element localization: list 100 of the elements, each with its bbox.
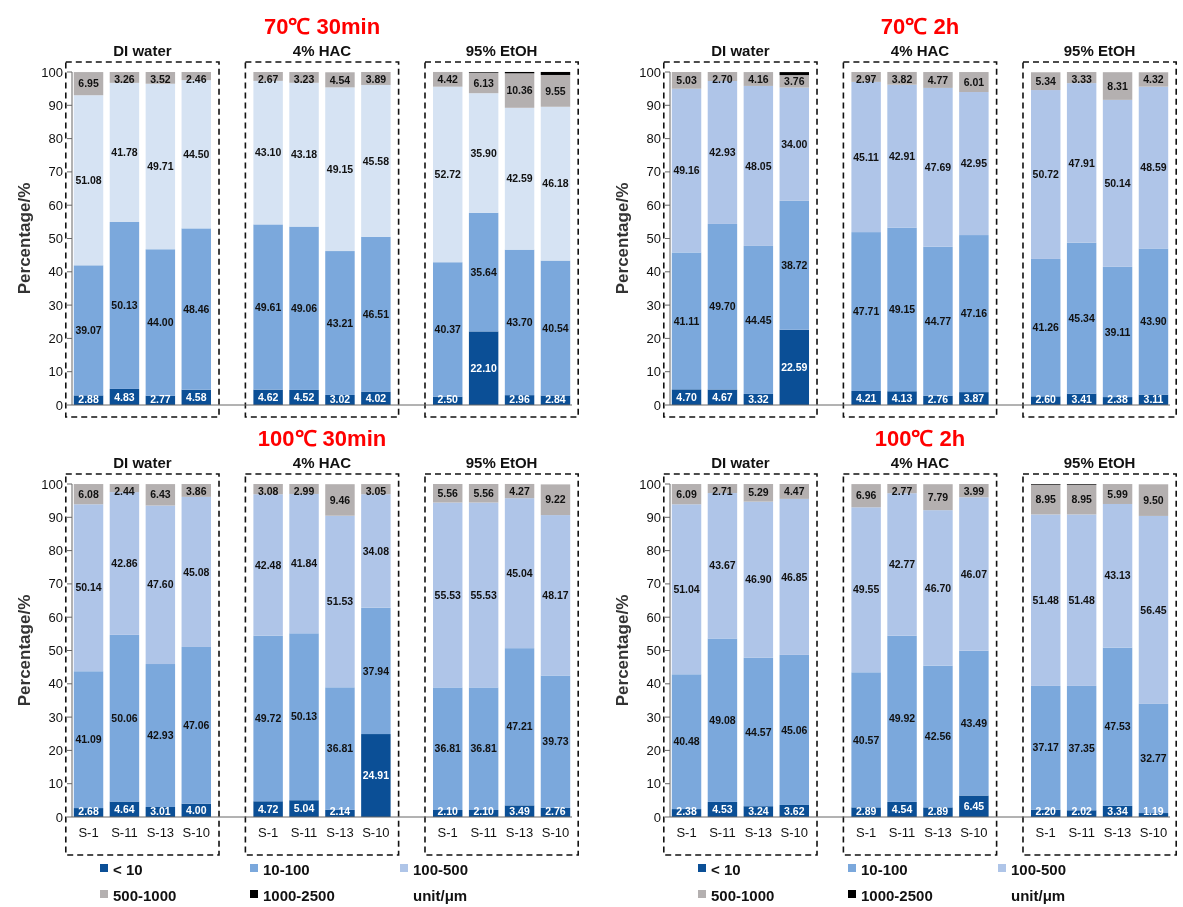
data-label: 22.59 xyxy=(781,361,808,374)
data-label: 2.97 xyxy=(855,72,877,85)
chart-title: 70℃ 30min xyxy=(263,14,381,39)
data-label: 5.29 xyxy=(748,486,769,499)
data-label: 6.08 xyxy=(78,487,99,500)
data-label: 4.54 xyxy=(891,803,913,816)
data-label: 47.60 xyxy=(147,578,174,591)
legend-label: < 10 xyxy=(113,861,143,879)
data-label: 3.99 xyxy=(963,484,985,497)
y-tick-label: 70 xyxy=(48,164,63,180)
legend-label: 10-100 xyxy=(861,861,908,879)
data-label: 49.61 xyxy=(254,300,282,313)
data-label: 6.13 xyxy=(473,76,495,89)
y-tick-label: 0 xyxy=(653,809,661,825)
y-tick-label: 10 xyxy=(48,364,63,380)
text: 4% HAC xyxy=(890,42,950,59)
data-label: 37.17 xyxy=(1032,741,1060,754)
data-label: 56.45 xyxy=(1140,603,1167,616)
bar xyxy=(1138,86,1169,249)
y-tick-label: 80 xyxy=(646,131,661,147)
data-label: 42.56 xyxy=(924,730,952,743)
y-tick-label: 90 xyxy=(48,509,63,525)
data-label: 42.95 xyxy=(960,157,988,170)
data-label: 4.21 xyxy=(855,391,877,404)
y-tick-label: 70 xyxy=(48,576,63,592)
x-tick-label: S-13 xyxy=(744,825,773,840)
x-tick-label: S-13 xyxy=(505,825,534,840)
bar xyxy=(1066,242,1097,394)
data-label: 41.84 xyxy=(290,557,318,570)
y-tick-label: 30 xyxy=(48,709,63,725)
bar xyxy=(253,635,283,802)
data-label: 4.32 xyxy=(1143,73,1164,86)
bar xyxy=(432,502,463,688)
bar xyxy=(887,84,917,228)
bar xyxy=(325,87,355,252)
bar xyxy=(959,235,989,393)
bar xyxy=(887,635,917,802)
bar xyxy=(959,92,989,236)
text: DI water xyxy=(711,42,770,59)
text: 95% EtOH xyxy=(465,454,538,471)
legend-label: 1000-2500 xyxy=(263,887,335,905)
x-tick-label: S-1 xyxy=(258,825,279,840)
data-label: 3.24 xyxy=(748,804,769,817)
data-label: 3.52 xyxy=(150,72,171,85)
data-label: 42.77 xyxy=(888,558,916,571)
data-label: 5.99 xyxy=(1107,487,1128,500)
y-tick-label: 30 xyxy=(646,297,661,313)
legend-label: 500-1000 xyxy=(113,887,177,905)
bar xyxy=(109,634,140,802)
data-label: 43.13 xyxy=(1104,569,1131,582)
bar xyxy=(1102,503,1133,648)
data-label: 2.71 xyxy=(712,484,733,497)
bar xyxy=(468,93,499,213)
bar xyxy=(73,265,104,396)
text: 95% EtOH xyxy=(465,42,538,59)
x-tick-label: S-1 xyxy=(1035,825,1056,840)
y-axis-title: Percentage/% xyxy=(15,182,34,295)
data-label: 49.15 xyxy=(888,303,916,316)
bar xyxy=(1138,248,1169,395)
bar xyxy=(504,249,535,396)
data-label: 8.95 xyxy=(1035,493,1057,506)
y-tick-label: 0 xyxy=(55,397,63,413)
x-tick-label: S-11 xyxy=(888,825,916,840)
data-label: 36.81 xyxy=(470,742,497,755)
data-label: 48.59 xyxy=(1140,161,1167,174)
data-label: 50.06 xyxy=(111,711,138,724)
data-label: 47.71 xyxy=(852,305,880,318)
y-tick-label: 40 xyxy=(646,676,661,692)
bar xyxy=(1030,514,1061,686)
y-tick-label: 60 xyxy=(646,609,661,625)
text: 4% HAC xyxy=(292,454,352,471)
y-tick-label: 50 xyxy=(646,643,661,659)
bar xyxy=(1030,258,1061,397)
data-label: 22.10 xyxy=(470,361,497,374)
y-tick-label: 90 xyxy=(646,509,661,525)
bar xyxy=(540,260,571,396)
y-tick-label: 20 xyxy=(646,330,661,346)
data-label: 2.38 xyxy=(676,804,697,817)
data-label: 42.59 xyxy=(506,172,533,185)
data-label: 42.86 xyxy=(111,557,138,570)
data-label: 3.87 xyxy=(963,392,985,405)
y-tick-label: 80 xyxy=(48,131,63,147)
y-tick-label: 0 xyxy=(55,809,63,825)
data-label: 41.09 xyxy=(75,733,102,746)
y-tick-label: 50 xyxy=(48,231,63,247)
bar xyxy=(432,86,463,263)
data-label: 45.08 xyxy=(183,565,210,578)
data-label: 40.37 xyxy=(434,323,462,336)
bar xyxy=(361,236,391,392)
bar xyxy=(779,72,810,76)
bar xyxy=(779,329,810,405)
data-label: 36.81 xyxy=(326,742,354,755)
bar xyxy=(743,501,774,658)
bar xyxy=(468,502,499,688)
data-label: 3.32 xyxy=(748,392,769,405)
data-label: 51.48 xyxy=(1068,593,1095,606)
bar xyxy=(851,507,881,673)
data-label: 5.03 xyxy=(676,74,697,87)
data-label: 6.45 xyxy=(963,799,985,812)
data-label: 47.06 xyxy=(183,719,210,731)
